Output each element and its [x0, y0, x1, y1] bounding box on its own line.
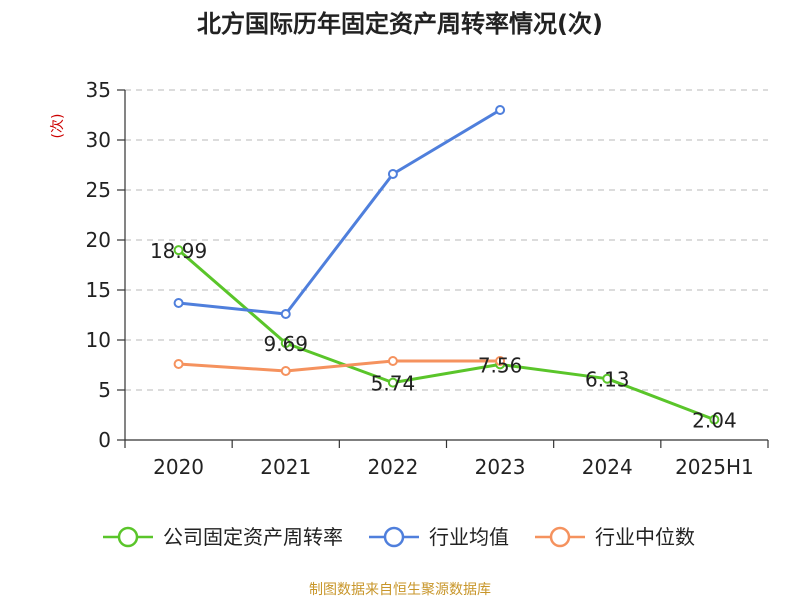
- series-0-point: [602, 373, 613, 384]
- x-tick-label: 2024: [582, 455, 633, 479]
- axes: [117, 89, 769, 448]
- y-tick-labels: 0 5 10 15 20 25 30 35: [86, 78, 111, 452]
- data-label: 2.04: [692, 409, 737, 433]
- x-tick-label: 2025H1: [675, 455, 754, 479]
- series-0-point: [387, 377, 398, 388]
- series-2-point: [280, 366, 291, 376]
- legend-marker: [117, 526, 139, 548]
- y-tick-label: 25: [86, 178, 111, 202]
- legend-marker: [383, 526, 405, 548]
- series-1-point: [173, 298, 184, 308]
- data-label: 18.99: [150, 239, 207, 263]
- legend-label: 公司固定资产周转率: [163, 525, 343, 549]
- series-0-point: [280, 338, 291, 349]
- series-2-point: [495, 356, 506, 366]
- data-label: 9.69: [263, 332, 308, 356]
- series-1-point: [387, 169, 398, 179]
- y-axis-label: (次): [50, 114, 66, 139]
- series-line-2: [178, 359, 501, 373]
- x-tick-label: 2022: [367, 455, 418, 479]
- series-line-1: [178, 108, 501, 316]
- y-tick-label: 15: [86, 278, 111, 302]
- legend-label: 行业均值: [429, 525, 509, 549]
- y-tick-label: 0: [98, 428, 111, 452]
- series-0-point: [709, 414, 720, 425]
- data-label: 5.74: [371, 372, 416, 396]
- series-1-point: [280, 309, 291, 319]
- y-tick-label: 35: [86, 78, 111, 102]
- legend-item: 行业均值: [369, 525, 509, 549]
- series-group: [173, 105, 720, 425]
- x-tick-label: 2023: [475, 455, 526, 479]
- legend-item: 行业中位数: [535, 525, 695, 549]
- x-tick-labels: 2020 2021 2022 2023 2024 2025H1: [153, 455, 754, 479]
- x-tick-label: 2021: [260, 455, 311, 479]
- y-tick-label: 20: [86, 228, 111, 252]
- chart-title: 北方国际历年固定资产周转率情况(次): [197, 10, 603, 38]
- y-tick-label: 5: [98, 378, 111, 402]
- grid-lines: [125, 89, 768, 391]
- source-note: 制图数据来自恒生聚源数据库: [309, 582, 491, 598]
- data-label: 6.13: [585, 368, 630, 392]
- legend: 公司固定资产周转率 行业均值 行业中位数: [103, 525, 695, 549]
- x-tick-label: 2020: [153, 455, 204, 479]
- series-2-point: [173, 359, 184, 369]
- legend-marker: [549, 526, 571, 548]
- y-tick-label: 30: [86, 128, 111, 152]
- data-label: 7.56: [478, 353, 523, 377]
- data-labels: 18.99 9.69 5.74 7.56 6.13 2.04: [150, 239, 737, 433]
- series-line-0: [177, 248, 715, 422]
- y-tick-label: 10: [86, 328, 111, 352]
- series-0-point: [173, 245, 184, 256]
- series-2-point: [387, 356, 398, 366]
- legend-label: 行业中位数: [595, 525, 695, 549]
- series-1-point: [495, 105, 506, 115]
- legend-item: 公司固定资产周转率: [103, 525, 343, 549]
